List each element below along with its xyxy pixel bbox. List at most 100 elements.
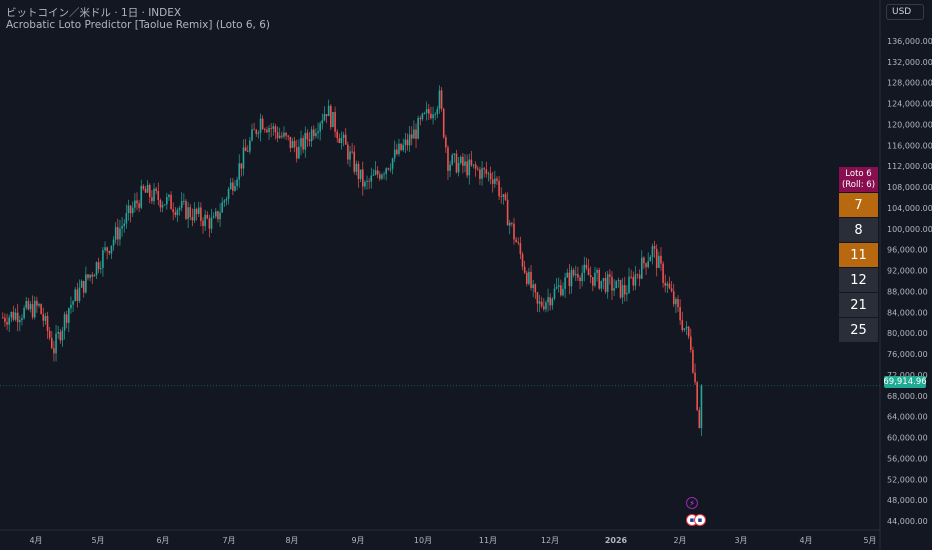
candle-body [336,131,339,139]
candle-body [464,161,466,166]
candle-body [10,311,13,318]
candle-body [59,331,62,341]
candle-body [157,190,160,201]
candle-body [643,257,645,264]
x-tick-label: 8月 [285,536,298,545]
candle-body [270,127,272,129]
candle-body [379,174,381,179]
candle-body [272,126,275,129]
loto-number-cell: 11 [839,243,878,267]
x-tick-label: 7月 [222,536,235,545]
candle-body [594,272,596,286]
candle-body [204,214,206,227]
candle-body [215,211,217,217]
candle-body [106,247,108,252]
candle-body [641,257,643,279]
candle-body [27,301,30,310]
candle-body [596,269,598,273]
candle-body [261,118,264,130]
candle-body [370,175,373,182]
candle-body [193,208,196,221]
candle-body [202,220,204,227]
candle-body [374,170,377,175]
candle-body [513,223,515,240]
candle-body [677,299,679,308]
candle-body [453,153,456,156]
candle-body [476,168,479,170]
candle-body [76,289,79,301]
us-flag-icon[interactable]: ▪ [694,514,706,526]
candle-body [481,168,483,179]
candle-body [172,209,174,213]
candle-body [579,277,581,282]
candle-body [666,283,669,286]
candle-body [621,285,624,298]
candle-body [581,272,583,282]
currency-button[interactable]: USD [886,4,924,20]
candle-body [321,120,324,124]
lightning-icon[interactable]: ⚡ [686,497,698,509]
candle-body [562,288,564,296]
candle-body [430,113,432,119]
candle-body [462,156,464,166]
candle-body [555,286,558,289]
candle-body [670,288,673,292]
candle-body [606,274,609,292]
candle-body [4,317,6,322]
candle-body [274,126,277,133]
candle-body [545,302,547,310]
candle-body [93,275,96,277]
candle-body [419,118,422,120]
candle-body [577,273,579,278]
candle-body [551,298,554,306]
candle-body [617,279,620,281]
candle-body [689,336,692,350]
candle-body [428,109,430,114]
candle-body [589,275,592,278]
candle-body [619,279,622,298]
loto-panel: Loto 6 (Roll: 6) 7 8 11 12 21 25 [839,167,878,342]
candle-body [372,174,375,176]
candle-body [538,301,541,304]
y-tick-label: 92,000.00 [887,267,928,276]
candle-body [692,349,694,373]
candle-body [210,217,213,229]
candle-body [183,200,185,202]
candle-body [295,147,298,159]
candle-body [153,188,155,202]
candle-body [353,151,356,172]
candle-body [583,264,586,273]
x-tick-label: 10月 [414,536,432,545]
candle-body [287,135,290,137]
loto-number-cell: 21 [839,293,878,317]
candle-body [547,297,549,303]
candle-body [310,129,313,142]
candle-body [108,251,111,254]
candle-body [174,212,177,216]
candle-body [508,222,511,226]
candle-body [80,280,83,288]
candle-body [517,242,520,244]
candle-body [259,118,262,133]
candle-body [46,315,49,332]
candle-body [438,90,441,109]
candle-body [127,205,130,213]
candle-body [185,200,187,219]
candle-body [97,262,100,270]
y-tick-label: 112,000.00 [887,162,932,171]
candle-body [48,331,51,338]
candle-body [91,274,94,277]
candle-body [523,266,526,273]
candle-body [668,283,671,289]
candle-body [278,135,281,139]
candle-body [421,113,424,120]
candle-body [223,200,226,203]
y-tick-label: 132,000.00 [887,58,932,67]
candle-body [180,201,183,208]
candle-body [53,348,55,354]
y-tick-label: 80,000.00 [887,329,928,338]
candle-body [675,299,677,305]
candle-body [574,273,577,276]
candle-body [611,276,613,291]
